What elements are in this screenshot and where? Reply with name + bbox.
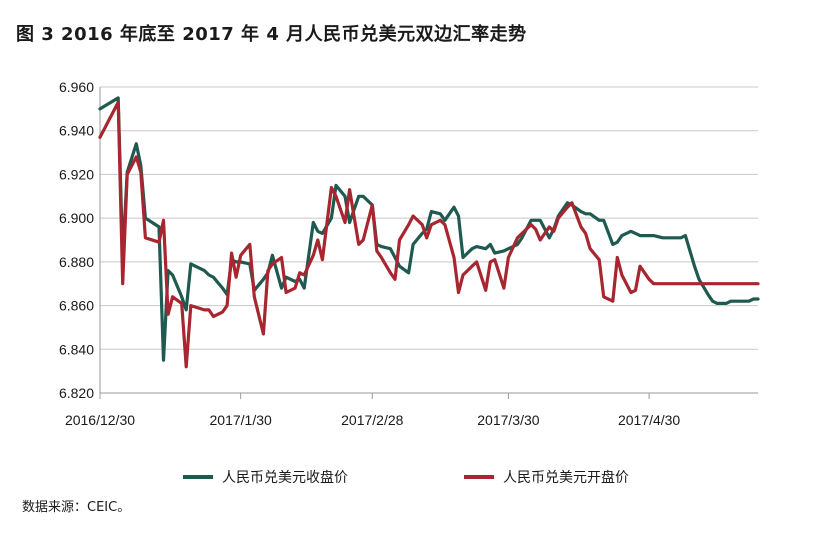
x-tick-label: 2017/4/30 [618, 412, 680, 428]
y-tick-label: 6.820 [59, 385, 94, 401]
y-tick-labels: 6.820 6.840 6.860 6.880 6.900 6.920 6.940 6.960 [59, 79, 94, 401]
legend: 人民币兑美元收盘价 人民币兑美元开盘价 [183, 469, 629, 486]
grid-layer [99, 86, 758, 399]
x-tick-label: 2016/12/30 [65, 412, 135, 428]
y-tick-label: 6.900 [59, 210, 94, 226]
y-tick-label: 6.940 [59, 123, 94, 139]
chart-title: 图 3 2016 年底至 2017 年 4 月人民币兑美元双边汇率走势 [16, 24, 527, 45]
x-tick-label: 2017/2/28 [341, 412, 403, 428]
legend-label-open: 人民币兑美元开盘价 [503, 469, 629, 486]
series-line-close [98, 96, 760, 362]
legend-label-close: 人民币兑美元收盘价 [222, 469, 348, 486]
y-tick-label: 6.860 [59, 298, 94, 314]
source-note: 数据来源：CEIC。 [22, 500, 131, 515]
y-tick-label: 6.880 [59, 254, 94, 270]
y-tick-label: 6.960 [59, 79, 94, 95]
x-tick-labels: 2016/12/30 2017/1/30 2017/2/28 2017/3/30 201… [65, 412, 680, 428]
y-tick-label: 6.840 [59, 341, 94, 357]
y-tick-label: 6.920 [59, 166, 94, 182]
x-tick-label: 2017/1/30 [210, 412, 272, 428]
x-tick-label: 2017/3/30 [477, 412, 539, 428]
series-layer [98, 96, 760, 369]
series-line-open [98, 100, 760, 369]
